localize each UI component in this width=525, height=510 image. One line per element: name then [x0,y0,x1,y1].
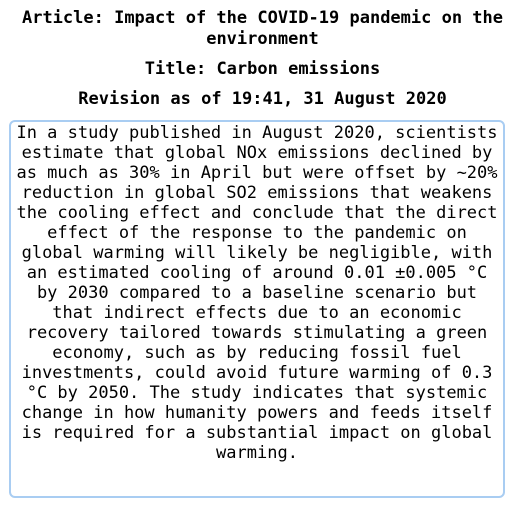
article-heading: Article: Impact of the COVID-19 pandemic… [21,8,504,49]
revision-timestamp: Revision as of 19:41, 31 August 2020 [78,89,447,109]
page-title: Title: Carbon emissions [144,59,381,79]
article-paragraph: In a study published in August 2020, sci… [16,123,498,463]
content-panel: In a study published in August 2020, sci… [9,120,505,498]
document-header: Article: Impact of the COVID-19 pandemic… [0,8,525,110]
